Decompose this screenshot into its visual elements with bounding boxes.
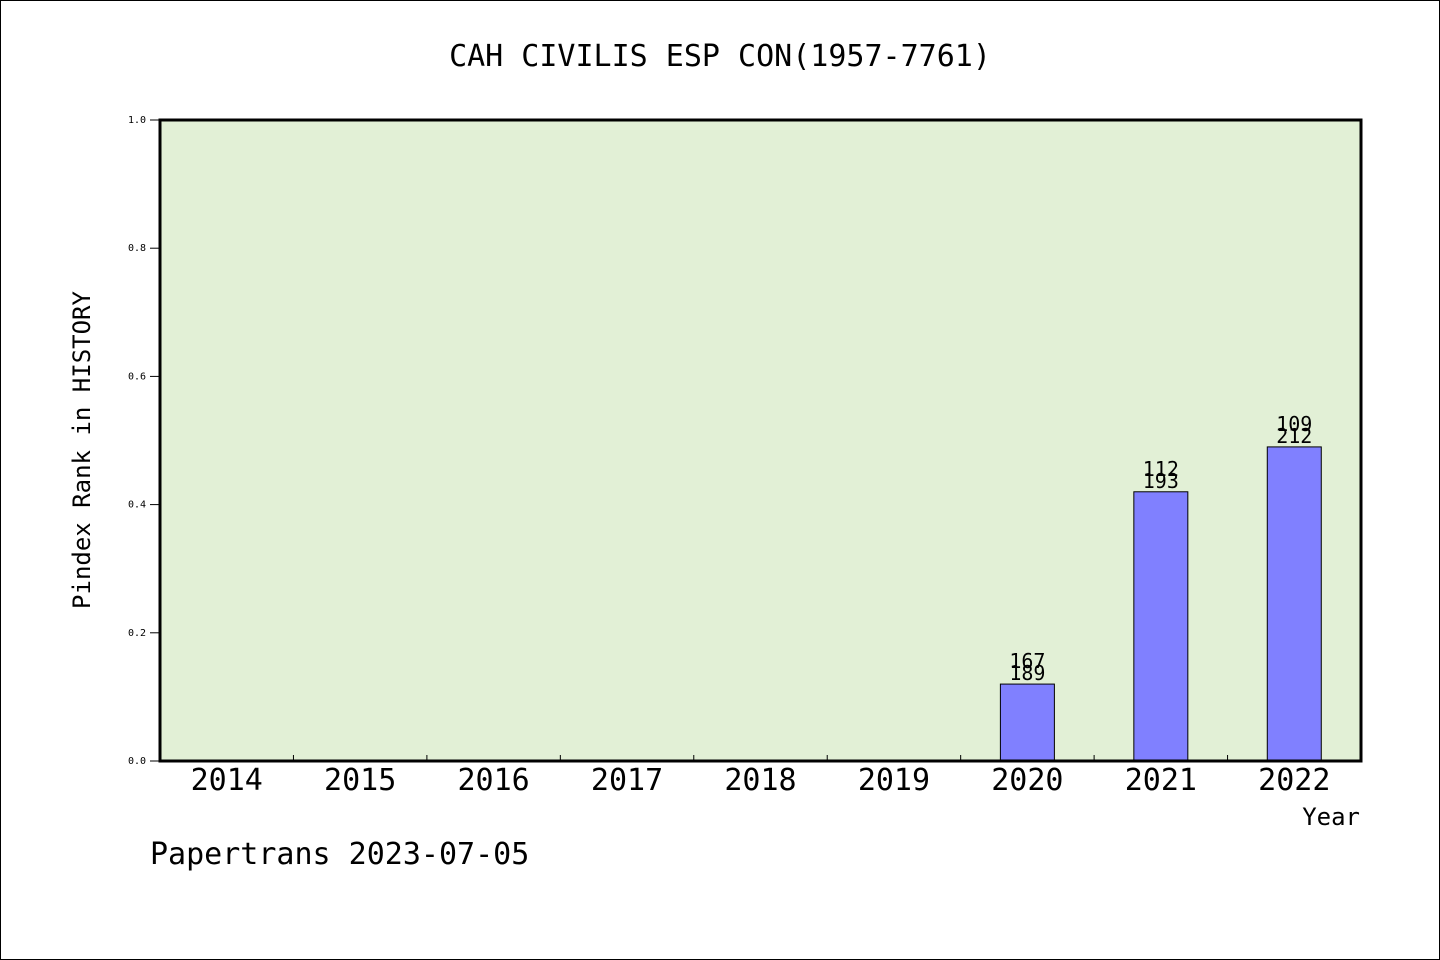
y-axis-label: Pindex Rank in HISTORY (68, 291, 96, 609)
bar-2021 (1133, 491, 1189, 762)
bar-label-bottom-2022: 212 (1276, 424, 1312, 448)
bar-label-top-2020: 167 (1009, 649, 1045, 673)
y-axis-ticks: 0.0 0.2 0.4 0.6 0.8 1.0 (128, 115, 160, 767)
bar-label-bottom-2020: 189 (1009, 661, 1045, 685)
bar-label-top-2022: 109 (1276, 412, 1312, 436)
x-tick-label-2017: 2017 (591, 763, 663, 798)
chart-title: CAH CIVILIS ESP CON(1957-7761) (449, 39, 991, 74)
y-tick-label-0.0: 0.0 (128, 756, 146, 767)
x-axis-label: Year (1302, 803, 1360, 831)
bar-label-top-2021: 112 (1143, 457, 1179, 481)
x-tick-label-2018: 2018 (724, 763, 796, 798)
x-tick-label-2015: 2015 (324, 763, 396, 798)
x-axis-ticks: 2014 2015 2016 2017 2018 2019 2020 2021 2022 (191, 755, 1330, 798)
x-tick-label-2022: 2022 (1258, 763, 1330, 798)
plot-border (158, 118, 1363, 763)
bar-2022 (1266, 446, 1322, 762)
x-tick-label-2014: 2014 (191, 763, 263, 798)
y-tick-label-0.8: 0.8 (128, 243, 146, 254)
bar-label-bottom-2021: 193 (1143, 469, 1179, 493)
y-tick-label-1.0: 1.0 (128, 115, 146, 126)
bars-group (999, 446, 1322, 762)
x-tick-label-2019: 2019 (858, 763, 930, 798)
footer-date-stamp: Papertrans 2023-07-05 (150, 837, 529, 872)
bar-2020 (999, 683, 1055, 762)
x-tick-label-2016: 2016 (457, 763, 529, 798)
y-tick-label-0.6: 0.6 (128, 371, 146, 382)
y-tick-label-0.4: 0.4 (128, 500, 146, 511)
y-tick-label-0.2: 0.2 (128, 628, 146, 639)
x-tick-label-2020: 2020 (991, 763, 1063, 798)
x-tick-label-2021: 2021 (1125, 763, 1197, 798)
